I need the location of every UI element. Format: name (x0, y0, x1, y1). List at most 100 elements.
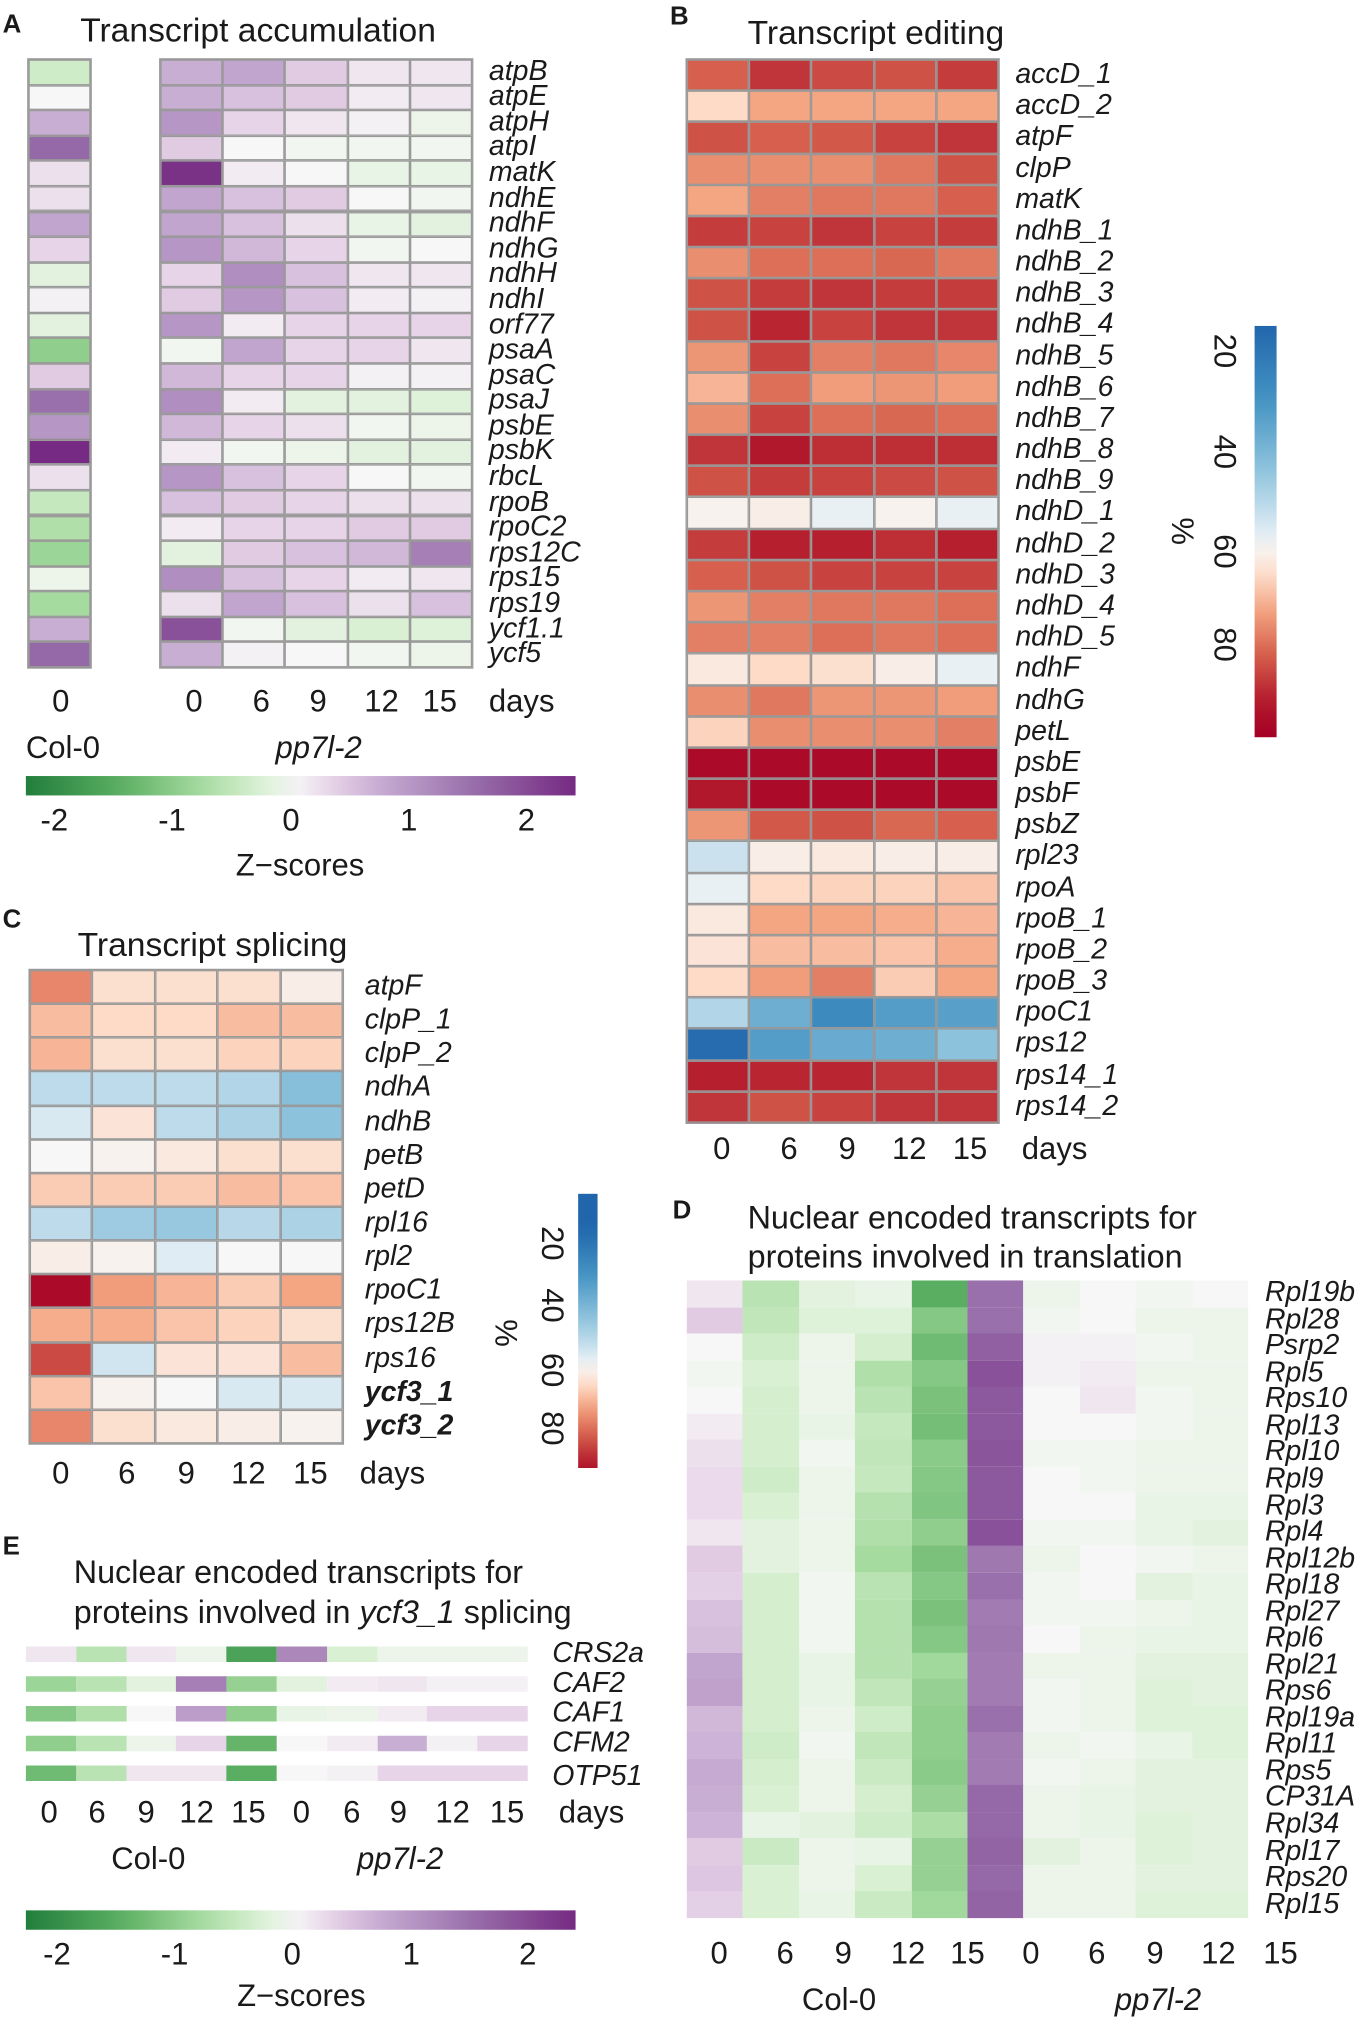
panel-a-pp7l2-cell (222, 591, 286, 617)
panel-b-cell (873, 278, 937, 310)
panel-d-cell (911, 1572, 969, 1600)
panel-b-cell (936, 90, 999, 123)
panel-d-row-label: Rpl9 (1264, 1461, 1324, 1494)
panel-c-colorbar-tick: 80 (534, 1411, 570, 1446)
panel-c-cell (154, 1375, 218, 1410)
panel-d-cell (1135, 1413, 1193, 1441)
panel-d-tick: 6 (776, 1936, 794, 1972)
panel-c-cell (154, 1037, 218, 1072)
panel-d-row-label: Rpl3 (1264, 1488, 1324, 1521)
panel-d-row-label: Rpl34 (1264, 1806, 1340, 1840)
panel-b-cell (936, 403, 999, 435)
panel-a-group-col0: Col-0 (25, 730, 101, 766)
panel-d-cell (1079, 1386, 1137, 1414)
panel-d-row-label: CP31A (1264, 1780, 1356, 1813)
panel-d-cell (911, 1678, 969, 1707)
panel-d-tick: 15 (950, 1936, 985, 1972)
panel-e-group-col0: Col-0 (111, 1841, 186, 1877)
panel-a-pp7l2-cell (160, 160, 223, 187)
panel-e-row-OTP51-cell (477, 1765, 529, 1781)
panel-b-cell (811, 215, 874, 248)
panel-b-cell (749, 872, 812, 904)
panel-e-days-label: days (558, 1795, 625, 1831)
panel-a-pp7l2-cell (222, 262, 286, 288)
panel-a-pp7l2-cell (160, 110, 223, 136)
panel-a-pp7l2-cell (222, 642, 286, 668)
panel-d-cell (686, 1864, 744, 1893)
panel-a-pp7l2-cell (347, 540, 410, 567)
panel-c-row-label: petD (364, 1171, 425, 1204)
panel-b-cell (936, 122, 999, 154)
panel-a-tick: 9 (309, 684, 327, 720)
panel-b-cell (811, 622, 874, 654)
panel-a-pp7l2-cell (285, 540, 348, 567)
panel-a-row-label: ycf1.1 (488, 611, 565, 644)
panel-c-cell (217, 1003, 281, 1038)
panel-e-row-OTP51-cell (377, 1765, 428, 1781)
panel-d-cell (799, 1333, 856, 1361)
panel-c-cell (29, 1274, 93, 1309)
panel-b-cell (749, 716, 812, 748)
panel-a-pp7l2-cell (160, 591, 223, 617)
panel-b-tick: 6 (780, 1131, 798, 1167)
panel-e-row-CAF1-cell (76, 1705, 127, 1721)
panel-d-cell (855, 1758, 912, 1786)
panel-d-cell (799, 1546, 856, 1574)
panel-b-cell (749, 184, 812, 216)
panel-d-cell (855, 1519, 912, 1547)
panel-c-cell (29, 1003, 93, 1038)
panel-d-cell (855, 1732, 912, 1760)
panel-a-pp7l2-cell (347, 515, 410, 541)
panel-e-row-OTP51-cell (326, 1765, 378, 1781)
panel-b-cell (811, 497, 874, 529)
panel-c-cell (217, 1037, 281, 1072)
panel-d-cell (799, 1838, 856, 1866)
panel-a-pp7l2-cell (285, 566, 348, 592)
panel-b-row-label: ndhD_4 (1015, 588, 1116, 621)
panel-c-colorbar-label: % (487, 1319, 523, 1347)
panel-d-row-label: Rpl28 (1264, 1302, 1340, 1335)
panel-d-cell (1191, 1360, 1249, 1388)
panel-d-cell (1135, 1493, 1193, 1521)
panel-a-pp7l2-cell (222, 211, 286, 237)
panel-b-cell (749, 122, 812, 154)
panel-b-cell (686, 90, 750, 123)
panel-b-cell (686, 1091, 750, 1123)
panel-c-cell (92, 1206, 155, 1241)
panel-a-pp7l2-cell (160, 642, 223, 668)
panel-d-cell (686, 1519, 744, 1547)
panel-d-cell (967, 1732, 1025, 1760)
panel-d-cell (1023, 1546, 1081, 1574)
panel-a-tick: 0 (185, 684, 203, 720)
panel-c-cell (92, 1274, 155, 1309)
panel-d-cell (855, 1678, 912, 1707)
panel-a-pp7l2-cell (409, 515, 473, 541)
panel-e-row-OTP51-cell (126, 1765, 178, 1781)
panel-d-cell (1191, 1466, 1249, 1494)
panel-a-pp7l2-cell (285, 464, 348, 491)
panel-b-cell (811, 872, 874, 904)
panel-d-cell (1135, 1466, 1193, 1494)
panel-d-cell (1079, 1891, 1137, 1919)
panel-b-cell (936, 215, 999, 248)
panel-a-pp7l2-cell (222, 464, 286, 491)
panel-d-tick: 9 (834, 1936, 852, 1972)
panel-a-row-label: rpoB (488, 484, 550, 517)
panel-d-cell (855, 1439, 912, 1468)
panel-b-cell (749, 778, 812, 810)
panel-b-cell (936, 684, 999, 717)
panel-d-cell (742, 1360, 800, 1388)
panel-d-cell (1023, 1439, 1081, 1468)
panel-a-pp7l2-cell (409, 464, 473, 491)
panel-d-cell (1023, 1891, 1081, 1919)
panel-d-cell (742, 1386, 800, 1414)
panel-c-colorbar-tick: 40 (534, 1288, 570, 1323)
panel-b-cell (686, 684, 750, 717)
panel-d-cell (686, 1439, 744, 1468)
panel-b-cell (686, 716, 750, 748)
panel-b-cell (811, 122, 874, 154)
panel-a-col0-cell (28, 515, 91, 541)
panel-b-cell (811, 434, 874, 466)
panel-c-cell (280, 970, 343, 1004)
panel-e-row-CAF1-cell (427, 1705, 479, 1721)
